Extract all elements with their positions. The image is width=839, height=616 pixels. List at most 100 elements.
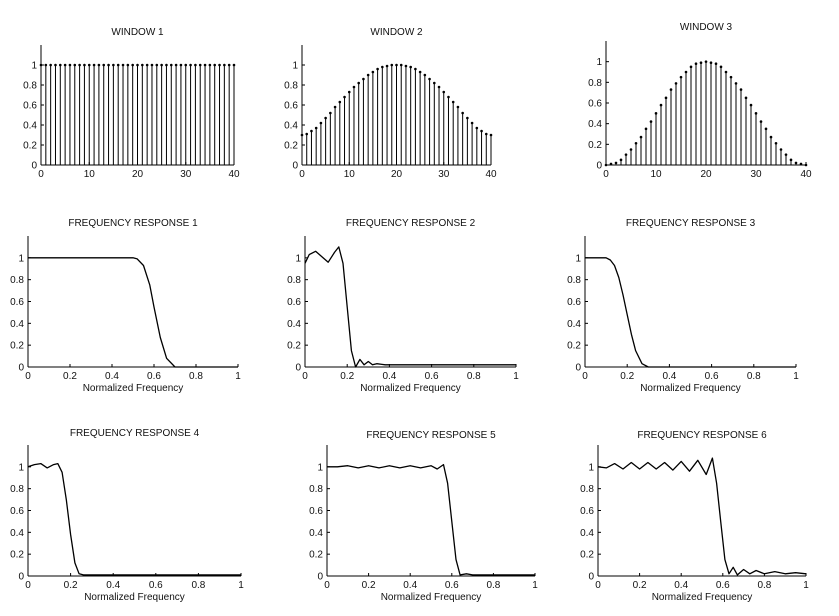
- response-curve: [27, 462, 241, 576]
- x-tick-label: 0.6: [705, 371, 719, 382]
- response-curve: [304, 246, 516, 368]
- stem-marker: [461, 111, 464, 115]
- y-tick-label: 0.2: [309, 550, 323, 561]
- stem-marker: [213, 63, 216, 67]
- x-tick-label: 0.8: [467, 371, 481, 382]
- x-tick-label: 0.2: [362, 580, 376, 591]
- x-tick-label: 0.8: [747, 371, 761, 382]
- stem-marker: [423, 73, 427, 77]
- stem-marker: [232, 63, 236, 67]
- x-axis-label: Normalized Frequency: [84, 592, 185, 603]
- x-tick-label: 0: [595, 580, 601, 591]
- stem-marker: [679, 75, 683, 79]
- y-tick-label: 0.6: [10, 297, 24, 308]
- stem-marker: [466, 116, 469, 120]
- stem-marker: [749, 103, 753, 107]
- y-tick-label: 1: [18, 462, 24, 473]
- stem-marker: [480, 129, 483, 133]
- stem-marker: [619, 158, 623, 162]
- stem-marker: [165, 63, 168, 67]
- stem-marker: [754, 112, 758, 115]
- stem-marker: [395, 63, 398, 67]
- stem-marker: [184, 63, 188, 67]
- x-tick-label: 0: [302, 371, 308, 382]
- stem-marker: [399, 63, 403, 67]
- x-tick-label: 0.6: [149, 580, 163, 591]
- stem-marker: [694, 62, 698, 66]
- y-tick-label: 0.6: [287, 297, 301, 308]
- x-tick-label: 0.2: [340, 371, 354, 382]
- stem-marker: [116, 63, 120, 67]
- y-tick-label: 0.8: [284, 81, 298, 92]
- stem-marker: [624, 153, 628, 156]
- y-tick-label: 1: [575, 253, 581, 264]
- stem-marker: [404, 64, 408, 68]
- stem-marker: [629, 148, 633, 151]
- stem-marker: [83, 63, 86, 67]
- x-tick-label: 30: [750, 169, 762, 180]
- chart-panel-7: FREQUENCY RESPONSE 4 0 0.2 0.4 0.6 0.8 1 0 0.2 0.…: [10, 428, 244, 603]
- x-tick-label: 0.6: [425, 371, 439, 382]
- y-tick-label: 1: [588, 462, 594, 473]
- stem-marker: [729, 75, 733, 79]
- stem-marker: [343, 95, 346, 99]
- response-curve: [597, 457, 807, 576]
- stem-marker: [709, 61, 713, 64]
- stem-marker: [376, 67, 379, 71]
- x-tick-label: 0: [25, 371, 31, 382]
- y-tick-label: 0.8: [10, 275, 24, 286]
- stem-marker: [649, 120, 653, 123]
- stem-marker: [107, 63, 110, 67]
- y-tick-label: 1: [18, 253, 24, 264]
- stem-marker: [371, 70, 375, 74]
- stem-marker: [484, 132, 488, 136]
- stem-marker: [664, 96, 668, 100]
- y-tick-label: 0.6: [567, 297, 581, 308]
- stem-marker: [804, 163, 808, 167]
- stem-marker: [442, 90, 446, 94]
- x-axis-label: Normalized Frequency: [360, 383, 461, 394]
- x-tick-label: 0.8: [757, 580, 771, 591]
- y-tick-label: 0.2: [23, 141, 37, 152]
- stem-marker: [744, 96, 748, 100]
- y-tick-label: 0.6: [23, 101, 37, 112]
- stem-marker: [724, 70, 728, 74]
- x-tick-label: 0.4: [403, 580, 417, 591]
- y-tick-label: 0.2: [10, 341, 24, 352]
- stem-marker: [160, 63, 163, 67]
- stem-marker: [475, 126, 479, 130]
- chart-panel-2: WINDOW 2 0 10 20 30 40 0 0.2 0.4 0.6 0.8 1: [284, 27, 497, 180]
- stem-marker: [347, 90, 351, 94]
- x-tick-label: 0: [582, 371, 588, 382]
- y-tick-label: 1: [317, 462, 323, 473]
- y-tick-label: 0.2: [10, 550, 24, 561]
- stem-marker: [92, 63, 96, 67]
- stem-marker: [659, 103, 663, 107]
- chart-title: FREQUENCY RESPONSE 3: [626, 218, 756, 229]
- x-tick-label: 10: [344, 169, 356, 180]
- y-tick-label: 0: [295, 363, 301, 374]
- x-tick-label: 0.4: [674, 580, 688, 591]
- stem-marker: [131, 63, 134, 67]
- x-tick-label: 0.6: [147, 371, 161, 382]
- stem-marker: [714, 62, 718, 66]
- stem-marker: [357, 81, 361, 85]
- y-tick-label: 0.8: [567, 275, 581, 286]
- stem-marker: [112, 63, 115, 67]
- y-tick-label: 1: [292, 61, 298, 72]
- y-tick-label: 0.6: [580, 506, 594, 517]
- stem-marker: [59, 63, 62, 67]
- y-tick-label: 0: [317, 572, 323, 583]
- stem-marker: [390, 63, 394, 67]
- stem-marker: [684, 70, 688, 74]
- y-tick-label: 0.6: [309, 506, 323, 517]
- y-tick-label: 0.8: [588, 78, 602, 89]
- y-tick-label: 0.6: [588, 99, 602, 110]
- stem-marker: [794, 161, 798, 165]
- x-tick-label: 1: [803, 580, 809, 591]
- stem-marker: [121, 63, 125, 67]
- x-axis-label: Normalized Frequency: [381, 592, 482, 603]
- stem-marker: [54, 63, 57, 67]
- x-tick-label: 30: [180, 169, 192, 180]
- stem-marker: [719, 65, 723, 69]
